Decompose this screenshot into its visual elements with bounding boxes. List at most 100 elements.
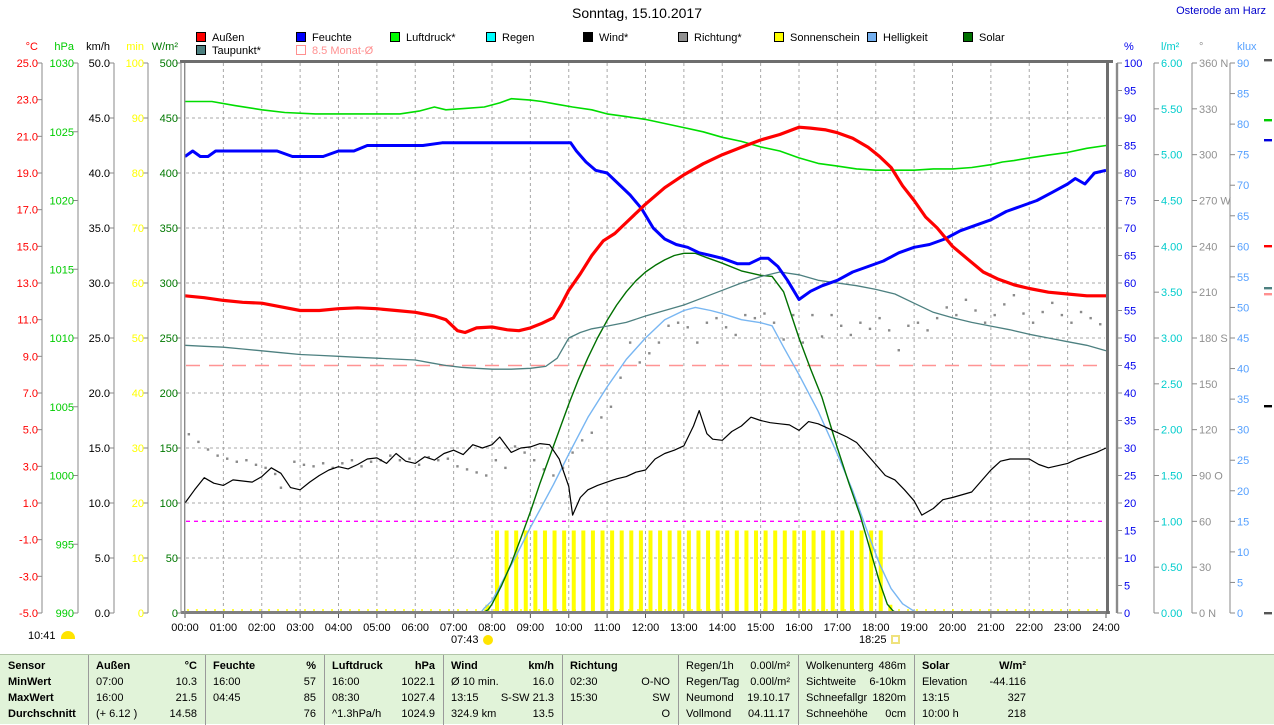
table-cell-left: Neumond <box>686 692 734 704</box>
svg-text:9.0: 9.0 <box>23 351 38 363</box>
svg-text:09:00: 09:00 <box>517 622 545 634</box>
svg-text:18:00: 18:00 <box>862 622 890 634</box>
legend-label: Außen <box>212 32 245 44</box>
series-auen <box>184 125 1106 335</box>
svg-text:30: 30 <box>1237 425 1249 437</box>
svg-text:25: 25 <box>1124 471 1136 483</box>
series-luftdruck <box>185 97 1107 171</box>
table-cell-r3-c8: 10:00 h 218 <box>922 707 1026 721</box>
legend-label: Sonnenschein <box>790 32 860 44</box>
table-cell-r2-c0: MaxWert <box>8 691 80 705</box>
svg-text:85: 85 <box>1237 89 1249 101</box>
svg-text:1.0: 1.0 <box>23 498 38 510</box>
table-cell-r1-c0: MinWert <box>8 675 80 689</box>
table-cell-left: Außen <box>96 660 131 672</box>
table-cell-right: 0.00l/m² <box>750 660 790 672</box>
svg-text:30: 30 <box>132 443 144 455</box>
svg-text:250: 250 <box>160 333 178 345</box>
sunrise-time-value: 07:43 <box>451 634 479 646</box>
svg-text:15: 15 <box>1124 526 1136 538</box>
svg-text:4.00: 4.00 <box>1161 241 1182 253</box>
svg-text:20: 20 <box>1124 498 1136 510</box>
svg-text:55: 55 <box>1237 272 1249 284</box>
svg-text:12:00: 12:00 <box>632 622 660 634</box>
svg-text:30: 30 <box>1124 443 1136 455</box>
table-cell-right: 218 <box>1007 708 1026 720</box>
svg-text:450: 450 <box>160 113 178 125</box>
svg-text:21.0: 21.0 <box>17 131 38 143</box>
table-cell-right: 16.0 <box>532 676 554 688</box>
table-cell-left: 04:45 <box>213 692 241 704</box>
svg-text:13:00: 13:00 <box>670 622 698 634</box>
table-cell-r1-c2: 16:00 57 <box>213 675 316 689</box>
svg-text:1015: 1015 <box>50 264 74 276</box>
svg-text:15: 15 <box>1237 516 1249 528</box>
svg-text:0.50: 0.50 <box>1161 562 1182 574</box>
svg-text:30: 30 <box>1199 562 1211 574</box>
legend-label: Regen <box>502 32 535 44</box>
table-cell-right: 0.00l/m² <box>750 676 790 688</box>
axis-: 1009590858075706560555045403530252015105… <box>1115 41 1142 620</box>
table-cell-right: 21.5 <box>175 692 197 704</box>
svg-text:10: 10 <box>132 553 144 565</box>
svg-text:06:00: 06:00 <box>401 622 429 634</box>
svg-text:50: 50 <box>1237 302 1249 314</box>
legend-item-2-0: Taupunkt* <box>196 45 261 57</box>
svg-text:1.50: 1.50 <box>1161 471 1182 483</box>
table-separator <box>678 655 679 725</box>
svg-text:75: 75 <box>1124 196 1136 208</box>
table-cell-r1-c3: 16:00 1022.1 <box>332 675 435 689</box>
legend-item-1-2: Luftdruck* <box>390 32 456 44</box>
svg-text:15.0: 15.0 <box>89 443 110 455</box>
legend-item-1-8: Solar <box>963 32 1005 44</box>
svg-text:15.0: 15.0 <box>17 241 38 253</box>
svg-text:13.0: 13.0 <box>17 278 38 290</box>
legend-swatch <box>196 45 206 55</box>
table-cell-r1-c6: Regen/Tag 0.00l/m² <box>686 675 790 689</box>
table-separator <box>443 655 444 725</box>
legend-swatch <box>867 32 877 42</box>
svg-text:23.0: 23.0 <box>17 95 38 107</box>
table-cell-r2-c8: 13:15 327 <box>922 691 1026 705</box>
series-helligkeit <box>479 306 922 614</box>
svg-text:3.00: 3.00 <box>1161 333 1182 345</box>
table-cell-right: S-SW 21.3 <box>500 692 554 704</box>
svg-text:240: 240 <box>1199 241 1217 253</box>
axis-hPa: 1030 1025 1020 1015 1010 1005 1000 995 990 hPa <box>50 41 79 620</box>
table-cell-left: Wolkenunterg <box>806 660 874 672</box>
svg-text:0.00: 0.00 <box>1161 608 1182 620</box>
table-row-label: Durchschnitt <box>8 708 76 720</box>
table-cell-r1-c1: 07:00 10.3 <box>96 675 197 689</box>
svg-text:10:00: 10:00 <box>555 622 583 634</box>
sunset-time-value: 18:25 <box>859 634 887 646</box>
table-cell-r0-c6: Regen/1h 0.00l/m² <box>686 659 790 673</box>
plot-border-bottom <box>181 611 1110 614</box>
svg-text:22:00: 22:00 <box>1015 622 1043 634</box>
svg-text:W/m²: W/m² <box>152 41 179 53</box>
svg-text:120: 120 <box>1199 425 1217 437</box>
axis-lm: 6.00 5.50 5.00 4.50 4.00 3.50 3.00 2.50 2.00 1.50… <box>1153 41 1182 620</box>
svg-text:0: 0 <box>172 608 178 620</box>
svg-text:40: 40 <box>132 388 144 400</box>
svg-text:50: 50 <box>166 553 178 565</box>
table-cell-r0-c8: Solar W/m² <box>922 659 1026 673</box>
svg-text:360 N: 360 N <box>1199 58 1228 70</box>
svg-text:40: 40 <box>1124 388 1136 400</box>
svg-text:0.0: 0.0 <box>95 608 110 620</box>
svg-text:-3.0: -3.0 <box>19 571 38 583</box>
table-separator <box>205 655 206 725</box>
legend-swatch <box>486 32 496 42</box>
table-cell-right: °C <box>184 660 197 672</box>
svg-text:10.0: 10.0 <box>89 498 110 510</box>
svg-text:400: 400 <box>160 168 178 180</box>
svg-text:1020: 1020 <box>50 196 74 208</box>
table-cell-r0-c7: Wolkenunterg 486m <box>806 659 906 673</box>
table-cell-r2-c2: 04:45 85 <box>213 691 316 705</box>
svg-text:l/m²: l/m² <box>1161 41 1180 53</box>
svg-text:45: 45 <box>1124 361 1136 373</box>
table-cell-left: 15:30 <box>570 692 598 704</box>
svg-text:20: 20 <box>1237 486 1249 498</box>
svg-text:%: % <box>1124 41 1134 53</box>
table-cell-right: 85 <box>303 692 316 704</box>
